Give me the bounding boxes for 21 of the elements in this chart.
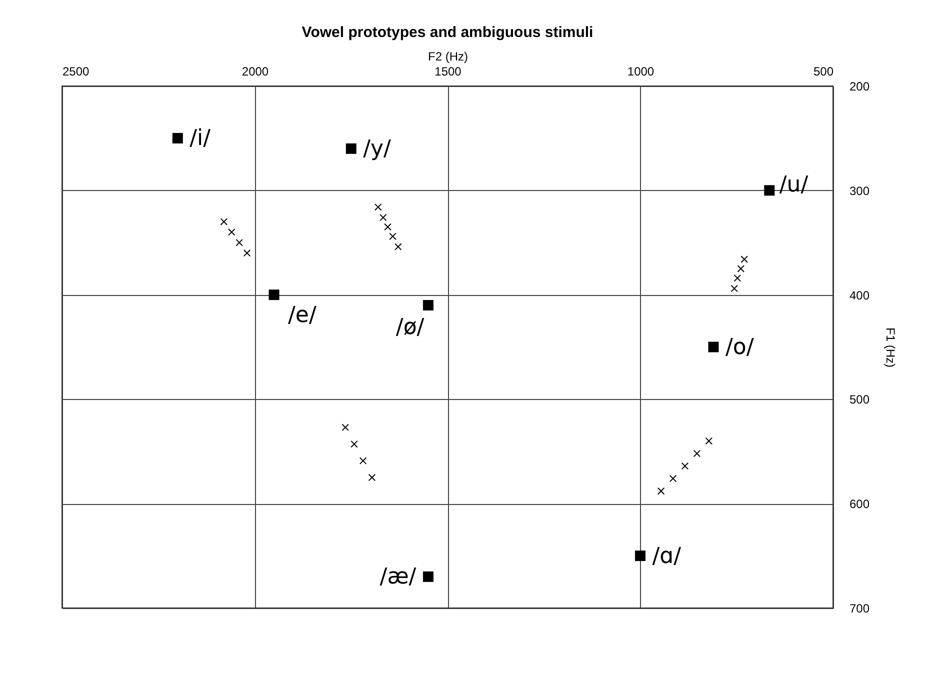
y-tick-label: 700: [850, 602, 870, 616]
annotation: /o/: [725, 335, 754, 360]
annotation: /y/: [363, 136, 392, 162]
x-tick-label: 1000: [627, 64, 654, 78]
y-tick-label: 300: [850, 184, 870, 198]
x-tick-label: 2000: [242, 64, 269, 78]
annotation: /i/: [190, 126, 212, 152]
x-axis-title: F2 (Hz): [428, 50, 468, 64]
annotation: /ɑ/: [652, 544, 682, 569]
annotation: /e/: [288, 302, 317, 328]
y-tick-label: 200: [850, 80, 870, 94]
y-tick-label: 400: [850, 288, 870, 302]
y-tick-label: 600: [850, 497, 870, 512]
y-tick-label: 500: [850, 392, 870, 407]
x-tick-label: 2500: [62, 64, 90, 78]
x-tick-label: 1500: [434, 64, 462, 78]
annotation: /ø/: [396, 315, 425, 340]
x-tick-label: 500: [813, 64, 834, 78]
annotation: /æ/: [380, 564, 417, 590]
y-axis-title: F1 (Hz): [884, 328, 898, 368]
chart-title: Vowel prototypes and ambiguous stimuli: [302, 24, 594, 41]
